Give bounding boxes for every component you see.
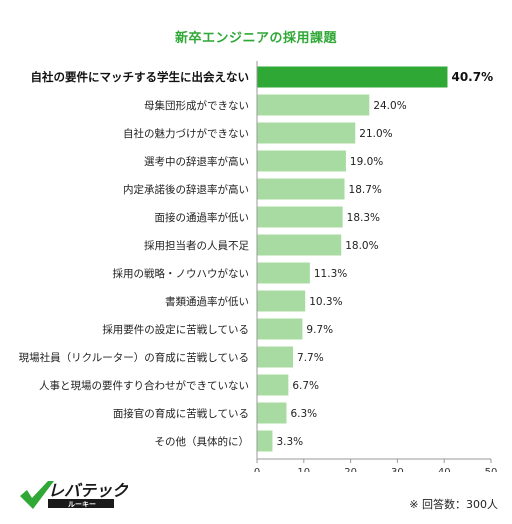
bar: [257, 122, 356, 144]
category-label: その他（具体的に）: [155, 435, 250, 448]
check-mark-icon: [20, 481, 54, 509]
bar: [257, 346, 294, 368]
value-label: 40.7%: [451, 70, 493, 84]
logo-sub-band: [48, 499, 114, 508]
value-label: 6.3%: [290, 408, 317, 420]
x-tick-label: 10: [297, 467, 310, 472]
response-count-note: ※ 回答数：300人: [409, 498, 498, 511]
value-label: 24.0%: [373, 100, 406, 112]
value-label: 18.7%: [349, 184, 382, 196]
category-label: 人事と現場の要件すり合わせができていない: [39, 379, 249, 392]
x-tick-label: 30: [391, 467, 404, 472]
chart-title: 新卒エンジニアの採用課題: [174, 31, 337, 46]
category-label: 採用担当者の人員不足: [144, 239, 249, 252]
bar: [257, 290, 306, 312]
category-label: 内定承諾後の辞退率が高い: [123, 183, 249, 196]
bar: [257, 94, 370, 116]
bar: [257, 234, 342, 256]
logo-name: レバテック: [48, 481, 128, 500]
value-label: 21.0%: [359, 128, 392, 140]
logo-sub-name: ルーキー: [68, 501, 96, 509]
category-label: 現場社員（リクルーター）の育成に苦戦している: [19, 351, 249, 364]
x-tick-label: 40: [438, 467, 451, 472]
bar: [257, 430, 273, 452]
category-label: 母集団形成ができない: [144, 99, 249, 112]
value-label: 11.3%: [314, 268, 347, 280]
bar-chart: 自社の要件にマッチする学生に出会えない 40.7% 母集団形成ができない 24.0% 自…: [19, 61, 498, 472]
category-label: 採用要件の設定に苦戦している: [102, 323, 249, 336]
bar: [257, 262, 310, 284]
x-tick-label: 0: [254, 467, 260, 472]
bar: [257, 150, 346, 172]
bar: [257, 66, 448, 88]
value-label: 10.3%: [309, 296, 342, 308]
category-label: 面接官の育成に苦戦している: [113, 407, 249, 420]
category-label: 自社の魅力づけができない: [123, 127, 249, 140]
category-label: 自社の要件にマッチする学生に出会えない: [31, 70, 250, 84]
category-label: 選考中の辞退率が高い: [144, 155, 249, 168]
x-axis: 0 10 20 30 40 50: [254, 61, 498, 472]
bar: [257, 206, 343, 228]
bar: [257, 318, 303, 340]
bar: [257, 374, 289, 396]
category-label: 採用の戦略・ノウハウがない: [113, 267, 250, 280]
value-label: 9.7%: [306, 324, 333, 336]
value-label: 7.7%: [297, 352, 324, 364]
x-tick-label: 20: [344, 467, 357, 472]
x-tick-label: 50: [485, 467, 498, 472]
levtech-rookie-logo: レバテック ルーキー: [20, 481, 128, 509]
bar: [257, 402, 287, 424]
value-label: 19.0%: [350, 156, 383, 168]
value-label: 18.0%: [345, 240, 378, 252]
value-label: 6.7%: [292, 380, 319, 392]
bars-layer: 自社の要件にマッチする学生に出会えない 40.7% 母集団形成ができない 24.0% 自…: [19, 66, 493, 452]
value-label: 3.3%: [276, 436, 303, 448]
category-label: 面接の通過率が低い: [155, 211, 250, 224]
bar: [257, 178, 345, 200]
category-label: 書類通過率が低い: [165, 295, 249, 308]
value-label: 18.3%: [347, 212, 380, 224]
